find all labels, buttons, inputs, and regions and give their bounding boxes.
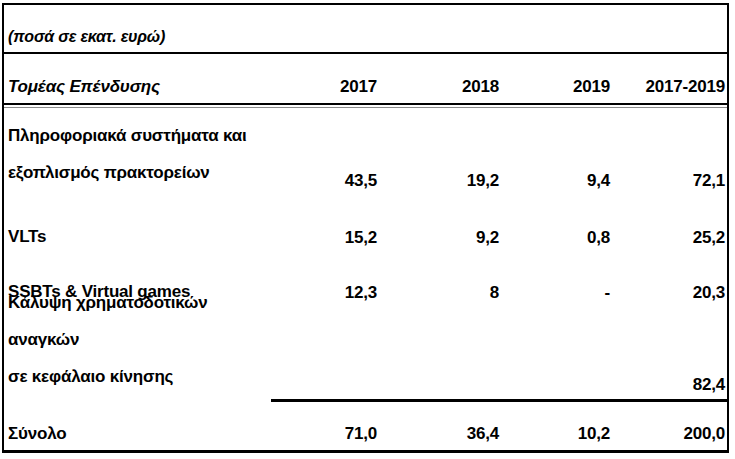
cell-value-2019: - [501, 283, 612, 303]
cell-value-total: 25,2 [612, 228, 727, 248]
cell-value-2018: 19,2 [379, 171, 501, 191]
investment-table: (ποσά σε εκατ. ευρώ) Τομέας Επένδυσης 20… [2, 3, 729, 453]
column-header-2017: 2017 [271, 77, 379, 97]
page: (ποσά σε εκατ. ευρώ) Τομέας Επένδυσης 20… [0, 0, 735, 459]
column-header-sector: Τομέας Επένδυσης [4, 77, 271, 97]
row-label: Κάλυψη χρηματοδοτικών αναγκών σε κεφάλαι… [4, 284, 271, 395]
row-label-line-1: Κάλυψη χρηματοδοτικών αναγκών [8, 284, 271, 358]
row-label: VLTs [4, 226, 271, 248]
table-row-financing-needs: Κάλυψη χρηματοδοτικών αναγκών σε κεφάλαι… [4, 325, 727, 399]
cell-value-2018: 9,2 [379, 228, 501, 248]
cell-value-2017: 12,3 [271, 283, 379, 303]
row-label-line-2: σε κεφάλαιο κίνησης [8, 358, 271, 395]
column-header-2017-2019: 2017-2019 [612, 77, 727, 97]
cell-value-2019: 9,4 [501, 171, 612, 191]
cell-value-total: 20,3 [612, 283, 727, 303]
cell-value-2017: 15,2 [271, 228, 379, 248]
total-value-2017-2019: 200,0 [612, 424, 727, 444]
header-row: Τομέας Επένδυσης 2017 2018 2019 2017-201… [4, 54, 727, 103]
cell-value-2017: 43,5 [271, 171, 379, 191]
row-label-line-2: εξοπλισμός πρακτορείων [8, 154, 271, 191]
column-header-2019: 2019 [501, 77, 612, 97]
table-row-vlts: VLTs 15,2 9,2 0,8 25,2 [4, 215, 727, 270]
cell-value-2019: 0,8 [501, 228, 612, 248]
cell-value-total: 82,4 [612, 375, 727, 395]
total-label: Σύνολο [4, 424, 271, 444]
cell-value-2018: 8 [379, 283, 501, 303]
cell-value-total: 72,1 [612, 171, 727, 191]
row-label-line-1: Πληροφοριακά συστήματα και [8, 117, 271, 154]
column-header-2018: 2018 [379, 77, 501, 97]
table-row-it-systems: Πληροφοριακά συστήματα και εξοπλισμός πρ… [4, 108, 727, 215]
table-row-total: Σύνολο 71,0 36,4 10,2 200,0 [4, 402, 727, 450]
total-value-2019: 10,2 [501, 424, 612, 444]
row-label: Πληροφοριακά συστήματα και εξοπλισμός πρ… [4, 117, 271, 191]
unit-note-row: (ποσά σε εκατ. ευρώ) [4, 5, 727, 54]
total-value-2018: 36,4 [379, 424, 501, 444]
unit-note: (ποσά σε εκατ. ευρώ) [8, 28, 165, 46]
total-value-2017: 71,0 [271, 424, 379, 444]
